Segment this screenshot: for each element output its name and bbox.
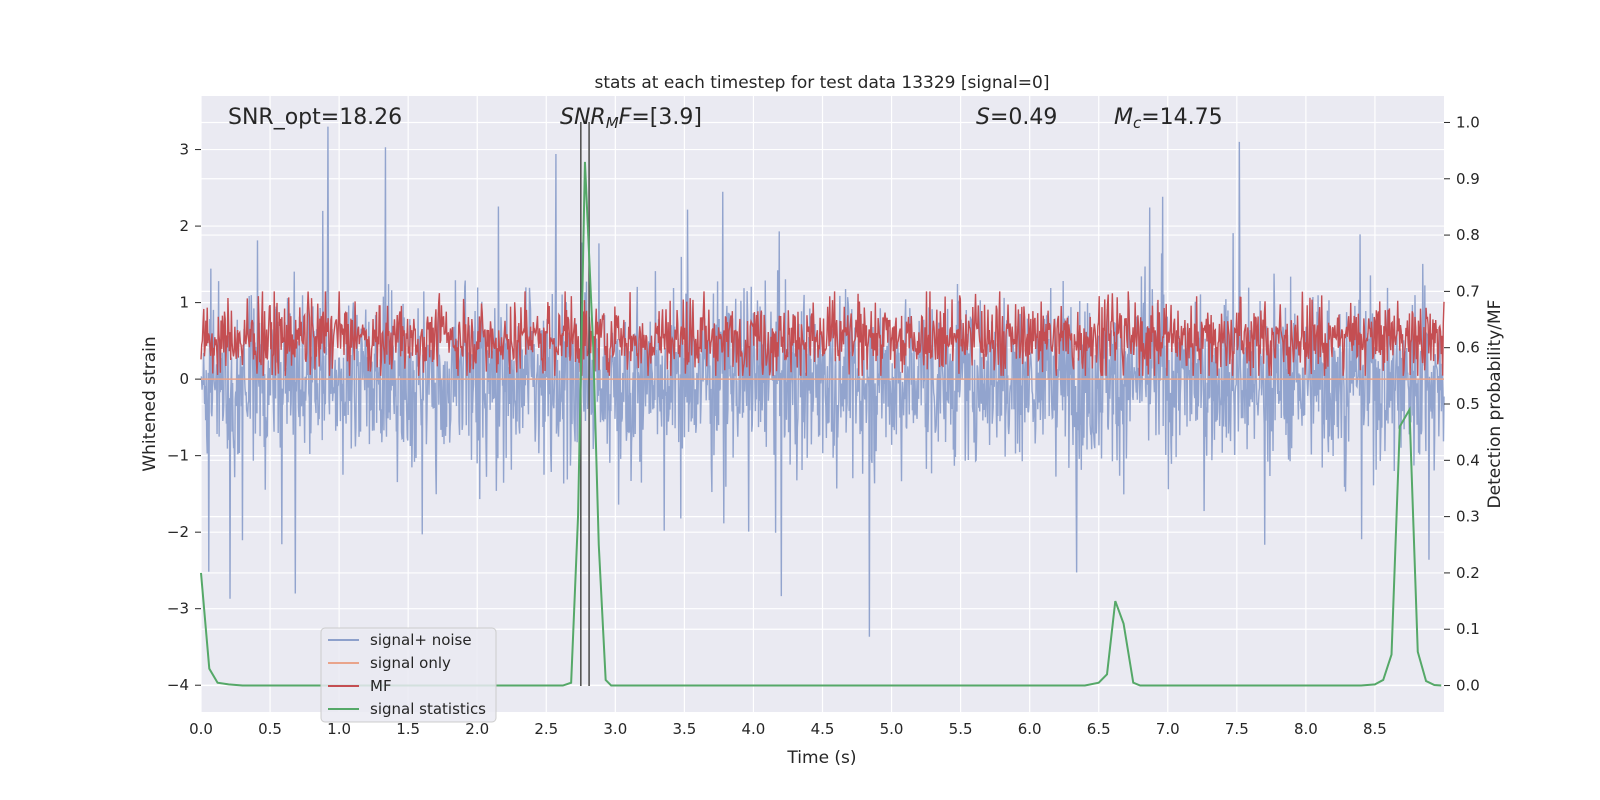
chart-title: stats at each timestep for test data 133… [595, 73, 1050, 93]
legend-label-signal-statistics: signal statistics [370, 700, 486, 718]
legend-box [320, 627, 497, 723]
snr-opt-annotation: SNR_opt=18.26 [228, 105, 402, 130]
snr-mf-sub: M [606, 114, 619, 132]
y-axis-left-label: Whitened strain [140, 336, 160, 471]
mc-value: =14.75 [1141, 105, 1222, 130]
x-tick-label: 1.0 [327, 720, 351, 738]
legend: signal+ noise signal only MF signal stat… [320, 627, 497, 723]
y-left-tick-label: 0 [179, 370, 189, 388]
y-left-tick-label: −2 [167, 523, 189, 541]
mf-line [200, 291, 1445, 376]
legend-label-mf: MF [370, 677, 392, 695]
x-tick-label: 7.5 [1225, 720, 1249, 738]
x-axis-label: Time (s) [786, 748, 856, 768]
y-right-tick-label: 0.9 [1456, 170, 1480, 188]
mc-sym: M [1114, 105, 1133, 130]
x-tick-label: 0.5 [258, 720, 282, 738]
x-tick-label: 2.5 [534, 720, 558, 738]
y-right-tick-label: 0.1 [1456, 620, 1480, 638]
x-tick-label: 7.0 [1156, 720, 1180, 738]
y-right-tick-label: 0.2 [1456, 564, 1480, 582]
legend-label-signal-only: signal only [370, 654, 451, 672]
snr-mf-sym: SNR [560, 105, 606, 130]
signal-statistics-line [200, 161, 1442, 687]
y-right-tick-label: 0.5 [1456, 395, 1480, 413]
signal-statistics-series [200, 161, 1442, 687]
s-annotation: S=0.49 [976, 105, 1057, 130]
x-tick-label: 0.0 [189, 720, 213, 738]
x-tick-label: 6.5 [1087, 720, 1111, 738]
s-value: =0.49 [990, 105, 1057, 130]
y-right-tick-label: 0.0 [1456, 677, 1480, 695]
y-right-tick-label: 1.0 [1456, 113, 1480, 131]
axis-ticks: 0.0 0.5 1.0 1.5 2.0 2.5 3.0 3.5 4.0 4.5 5.0 5.5 6.0 6… [167, 113, 1480, 738]
y-right-tick-label: 0.3 [1456, 508, 1480, 526]
y-left-tick-label: 2 [179, 217, 189, 235]
x-tick-label: 4.5 [811, 720, 835, 738]
x-tick-label: 1.5 [396, 720, 420, 738]
x-tick-label: 8.5 [1363, 720, 1387, 738]
snr-mf-value: =[3.9] [631, 105, 702, 130]
snr-mf-annotation: SNRMF=[3.9] [560, 105, 702, 132]
y-left-tick-label: 3 [179, 141, 189, 159]
x-tick-label: 6.0 [1018, 720, 1042, 738]
y-right-tick-label: 0.8 [1456, 226, 1480, 244]
y-left-tick-label: −1 [167, 447, 189, 465]
y-axis-right-label: Detection probability/MF [1485, 300, 1505, 509]
x-tick-label: 3.5 [672, 720, 696, 738]
x-tick-label: 2.0 [465, 720, 489, 738]
mc-annotation: Mc=14.75 [1114, 105, 1223, 132]
y-right-tick-label: 0.4 [1456, 451, 1480, 469]
snr-mf-sym2: F [619, 105, 632, 130]
y-left-tick-label: −4 [167, 676, 189, 694]
legend-label-signal-noise: signal+ noise [370, 631, 472, 649]
y-left-tick-label: −3 [167, 600, 189, 618]
mf-series [200, 291, 1445, 376]
y-right-tick-label: 0.7 [1456, 282, 1480, 300]
x-tick-label: 5.5 [949, 720, 973, 738]
x-tick-label: 4.0 [742, 720, 766, 738]
x-tick-label: 8.0 [1294, 720, 1318, 738]
y-left-tick-label: 1 [179, 294, 189, 312]
mc-sub: c [1133, 114, 1142, 132]
y-right-tick-label: 0.6 [1456, 339, 1480, 357]
x-tick-label: 3.0 [603, 720, 627, 738]
x-tick-label: 5.0 [880, 720, 904, 738]
s-sym: S [976, 105, 990, 130]
